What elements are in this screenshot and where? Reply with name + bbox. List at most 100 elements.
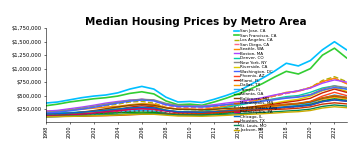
Dallas, TX xyxy=(344,98,349,100)
Boston, MA xyxy=(79,106,84,108)
St. Louis, MO xyxy=(332,104,337,106)
Miami, FL xyxy=(344,91,349,93)
San Francisco, CA xyxy=(212,101,216,103)
St. Louis, MO xyxy=(200,114,204,116)
St. Louis, MO xyxy=(212,114,216,116)
Seattle, WA xyxy=(79,108,84,110)
Tampa, FL xyxy=(104,113,108,115)
Atlanta, GA xyxy=(176,114,180,115)
Tampa, FL xyxy=(68,115,72,117)
Minneapolis, MN xyxy=(164,109,168,111)
Houston, TX xyxy=(55,116,60,117)
Baltimore, MD xyxy=(79,111,84,113)
San Jose, CA xyxy=(296,65,300,67)
Miami, FL xyxy=(68,114,72,116)
Houston, TX xyxy=(79,115,84,117)
Denver, CO xyxy=(79,111,84,113)
Title: Median Housing Prices by Metro Area: Median Housing Prices by Metro Area xyxy=(85,17,307,27)
Minneapolis, MN xyxy=(55,113,60,115)
Baltimore, MD xyxy=(296,103,300,105)
Seattle, WA xyxy=(344,83,349,85)
Atlanta, GA xyxy=(212,113,216,115)
San Francisco, CA xyxy=(128,92,132,94)
Atlanta, GA xyxy=(260,109,264,111)
Miami, FL xyxy=(116,109,120,111)
Los Angeles, CA xyxy=(332,76,337,78)
Seattle, WA xyxy=(200,109,204,111)
Miami, FL xyxy=(43,115,48,117)
Los Angeles, CA xyxy=(128,101,132,103)
Tampa, FL xyxy=(140,109,144,111)
Riverside, CA xyxy=(344,90,349,92)
San Francisco, CA xyxy=(140,91,144,93)
United States Avg xyxy=(104,112,108,114)
Houston, TX xyxy=(332,102,337,104)
San Jose, CA xyxy=(200,102,204,103)
Washington, DC xyxy=(152,100,156,102)
San Francisco, CA xyxy=(224,97,228,99)
Phoenix, AZ xyxy=(272,106,276,108)
St. Louis, MO xyxy=(260,112,264,114)
Dallas, TX xyxy=(284,104,288,106)
San Jose, CA xyxy=(260,77,264,79)
Phoenix, AZ xyxy=(176,114,180,116)
Washington, DC xyxy=(248,102,252,103)
San Diego, CA xyxy=(43,111,48,113)
United States Avg xyxy=(43,114,48,116)
St. Louis, MO xyxy=(104,114,108,116)
St. Louis, MO xyxy=(116,114,120,115)
Jackson, MI xyxy=(79,115,84,117)
United States Avg xyxy=(55,114,60,116)
Denver, CO xyxy=(188,111,192,112)
St. Louis, MO xyxy=(296,109,300,111)
Riverside, CA xyxy=(212,111,216,113)
Miami, FL xyxy=(79,114,84,115)
St. Louis, MO xyxy=(284,110,288,112)
San Jose, CA xyxy=(152,88,156,90)
Chicago, IL xyxy=(236,109,240,111)
Houston, TX xyxy=(344,103,349,105)
Tampa, FL xyxy=(128,110,132,112)
Chicago, IL xyxy=(79,111,84,113)
Atlanta, GA xyxy=(43,114,48,116)
Riverside, CA xyxy=(308,95,313,97)
Denver, CO xyxy=(248,102,252,104)
Houston, TX xyxy=(260,109,264,111)
Line: Tampa, FL: Tampa, FL xyxy=(46,95,346,117)
San Jose, CA xyxy=(248,84,252,86)
Phoenix, AZ xyxy=(224,112,228,114)
Line: United States Avg: United States Avg xyxy=(46,99,346,115)
New York, NY xyxy=(248,102,252,103)
Phoenix, AZ xyxy=(104,112,108,114)
Philadelphia, PA xyxy=(212,111,216,113)
Minneapolis, MN xyxy=(92,111,96,112)
Tampa, FL xyxy=(188,114,192,116)
Baltimore, MD xyxy=(176,108,180,110)
Dallas, TX xyxy=(140,113,144,114)
Seattle, WA xyxy=(332,77,337,79)
Chicago, IL xyxy=(92,110,96,112)
Seattle, WA xyxy=(320,81,324,82)
Houston, TX xyxy=(104,115,108,117)
Line: St. Louis, MO: St. Louis, MO xyxy=(46,105,346,117)
Seattle, WA xyxy=(260,98,264,100)
Tampa, FL xyxy=(272,107,276,109)
Jackson, MI xyxy=(296,111,300,113)
Los Angeles, CA xyxy=(176,109,180,111)
Tampa, FL xyxy=(200,114,204,116)
Atlanta, GA xyxy=(236,111,240,113)
Tampa, FL xyxy=(308,102,313,104)
Seattle, WA xyxy=(116,105,120,107)
Dallas, TX xyxy=(332,96,337,98)
Dallas, TX xyxy=(260,106,264,108)
New York, NY xyxy=(164,102,168,104)
Riverside, CA xyxy=(104,109,108,111)
San Jose, CA xyxy=(92,95,96,97)
St. Louis, MO xyxy=(188,114,192,116)
United States Avg xyxy=(320,100,324,102)
Baltimore, MD xyxy=(128,104,132,106)
Dallas, TX xyxy=(320,98,324,100)
Chicago, IL xyxy=(296,106,300,107)
New York, NY xyxy=(236,103,240,105)
Miami, FL xyxy=(332,88,337,90)
